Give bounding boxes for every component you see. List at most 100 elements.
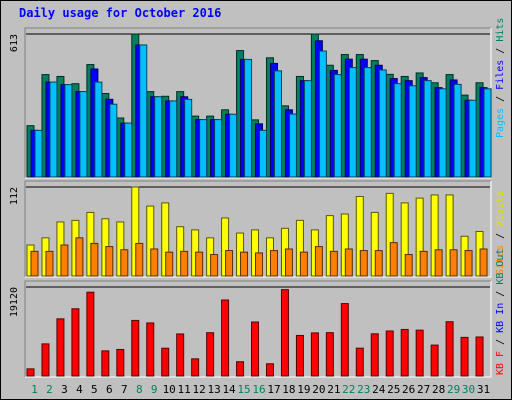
bar-pages-19 [303,80,312,178]
legend-hits: Hits [495,18,506,42]
x-tick-label-11: 11 [178,383,191,396]
legend-kb-f: KB F [495,351,506,375]
bar-sites-8 [135,242,144,277]
bar-kbytes-9 [146,322,155,377]
bar-pages-17 [273,70,282,178]
legend-kb-in: KB In [495,303,506,333]
bar-pages-1 [34,129,43,178]
x-tick-label-22: 22 [342,383,355,396]
x-tick-label-28: 28 [432,383,445,396]
x-tick-label-10: 10 [163,383,176,396]
legend-files: Files [495,60,506,90]
bar-kbytes-29 [445,321,454,377]
legend-visits: Visits [495,191,506,227]
bar-pages-20 [318,50,327,178]
bar-kbytes-2 [41,343,50,377]
bar-sites-11 [180,250,189,277]
bar-kbytes-6 [101,350,110,377]
x-tick-label-4: 4 [76,383,83,396]
x-tick-label-23: 23 [357,383,370,396]
bar-kbytes-15 [236,361,245,377]
y-tick-hits-files-pages: 613 [9,34,20,52]
bar-pages-29 [453,83,462,178]
bar-sites-4 [75,237,84,277]
panel-visits-sites-highlight [25,181,492,278]
x-tick-label-25: 25 [387,383,400,396]
x-tick-label-26: 26 [402,383,415,396]
x-tick-label-18: 18 [282,383,295,396]
bar-sites-14 [225,250,234,277]
bar-sites-28 [434,249,443,277]
bar-pages-30 [468,99,477,178]
bar-pages-15 [244,58,253,178]
bar-sites-26 [404,254,413,277]
bar-pages-2 [49,81,58,178]
x-tick-label-2: 2 [46,383,53,396]
x-tick-label-8: 8 [136,383,143,396]
bar-sites-19 [299,251,308,277]
bar-pages-28 [438,88,447,178]
bar-pages-4 [79,91,88,178]
bar-kbytes-11 [176,333,185,377]
bar-kbytes-14 [221,299,230,377]
bar-kbytes-12 [191,358,200,377]
bar-kbytes-28 [430,344,439,377]
bar-pages-13 [214,119,223,178]
chart-title: Daily usage for October 2016 [19,6,222,20]
legend-sites: Sites [495,245,506,275]
bar-pages-23 [363,67,372,178]
bar-kbytes-17 [265,363,274,377]
bar-pages-9 [154,96,163,178]
bar-sites-22 [344,248,353,277]
x-tick-label-5: 5 [91,383,98,396]
bar-sites-1 [30,250,39,277]
bar-sites-3 [60,244,69,277]
bar-sites-24 [374,250,383,277]
bar-pages-3 [64,84,73,178]
bar-sites-7 [120,249,129,277]
panel-kbytes-shadow [24,280,491,377]
right-axis-legend-hits-files-pages: Pages / Files / Hits [495,18,506,138]
bar-pages-6 [109,103,118,178]
bar-pages-5 [94,81,103,178]
bar-kbytes-30 [460,336,469,377]
bar-pages-16 [259,129,268,178]
x-tick-label-1: 1 [31,383,38,396]
legend-separator: / [495,42,506,60]
bar-pages-12 [199,119,208,178]
legend-separator: / [495,227,506,245]
right-axis-legend-visits-sites: Sites / Visits [495,191,506,275]
bar-sites-16 [255,252,264,277]
bar-kbytes-18 [280,289,289,377]
bar-kbytes-13 [206,332,215,377]
bar-pages-27 [423,80,432,178]
bar-sites-25 [389,242,398,277]
bar-sites-30 [464,250,473,277]
bar-sites-10 [165,251,174,277]
bar-kbytes-4 [71,308,80,377]
x-tick-label-15: 15 [237,383,250,396]
bar-pages-31 [483,88,492,178]
bar-kbytes-10 [161,347,170,377]
x-tick-label-12: 12 [193,383,206,396]
bar-pages-26 [408,85,417,178]
legend-separator: / [495,90,506,108]
bar-sites-17 [269,250,278,277]
bar-sites-15 [240,251,249,277]
bar-pages-18 [288,113,297,178]
legend-separator: / [495,333,506,351]
bar-pages-21 [333,74,342,178]
bar-kbytes-7 [116,348,125,377]
bar-sites-9 [150,248,159,277]
x-tick-label-13: 13 [207,383,220,396]
y-tick-kbytes: 19120 [9,287,20,317]
legend-pages: Pages [495,108,506,138]
bar-sites-5 [90,242,99,277]
x-tick-label-31: 31 [477,383,490,396]
bar-kbytes-24 [370,333,379,377]
bar-kbytes-19 [295,334,304,377]
bar-pages-8 [139,44,148,178]
x-tick-label-24: 24 [372,383,386,396]
x-tick-label-21: 21 [327,383,340,396]
